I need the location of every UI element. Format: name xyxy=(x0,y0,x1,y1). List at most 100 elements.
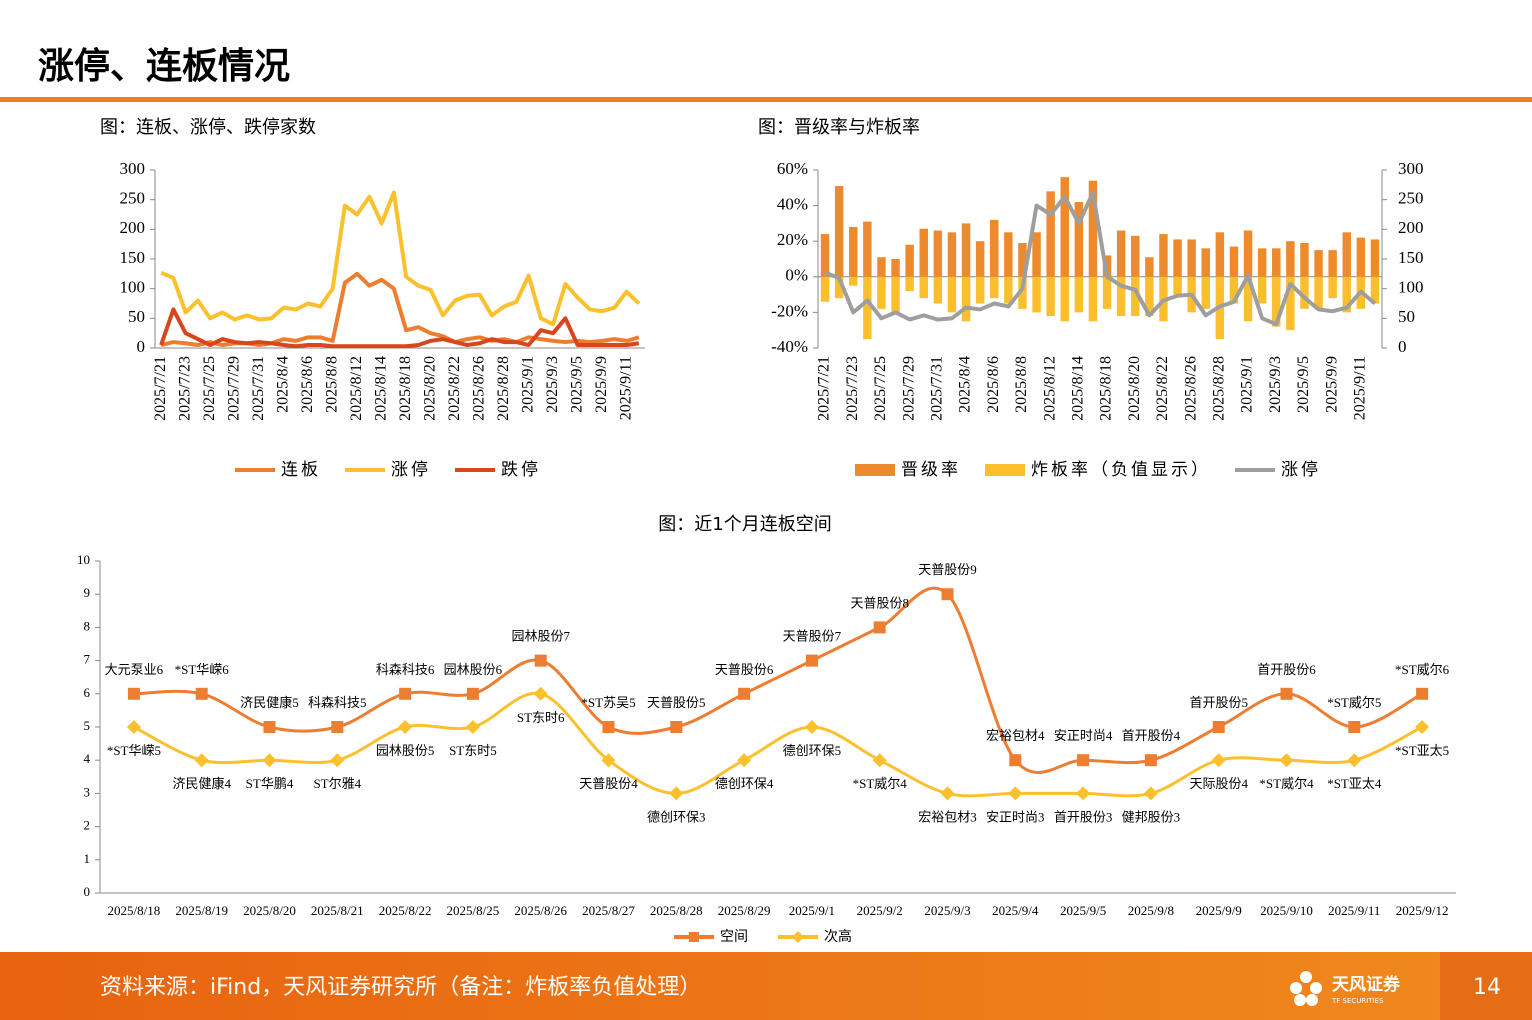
x-tick-label: 2025/7/21 xyxy=(816,356,833,421)
marker xyxy=(126,720,141,734)
data-label: 宏裕包材4 xyxy=(986,728,1045,743)
bar xyxy=(1342,276,1351,313)
bar xyxy=(1018,242,1027,277)
x-tick-label: 2025/8/19 xyxy=(175,903,228,918)
bar xyxy=(1215,232,1225,277)
x-tick-label: 2025/9/9 xyxy=(593,356,610,413)
bar xyxy=(905,276,914,292)
x-tick-label: 2025/7/23 xyxy=(844,356,861,421)
y-tick-label: 100 xyxy=(120,278,146,297)
data-label: 科森科技6 xyxy=(376,662,435,677)
legend-marker xyxy=(792,931,804,943)
bar xyxy=(820,276,830,302)
bar xyxy=(1060,276,1069,322)
x-tick-label: 2025/8/22 xyxy=(379,903,432,918)
bar xyxy=(1187,239,1196,277)
x-tick-label: 2025/8/28 xyxy=(495,356,512,421)
chart-title: 图：近1个月连板空间 xyxy=(658,514,831,535)
source-note: 资料来源：iFind，天风证券研究所（备注：炸板率负值处理） xyxy=(100,975,701,1000)
x-tick-label: 2025/7/31 xyxy=(929,356,946,421)
x-tick-label: 2025/8/4 xyxy=(957,356,974,413)
y-tick-label: 2 xyxy=(84,818,91,833)
bar xyxy=(1173,276,1182,295)
marker xyxy=(804,720,819,734)
x-tick-label: 2025/8/28 xyxy=(650,903,703,918)
bar xyxy=(990,276,999,299)
marker xyxy=(1347,753,1362,768)
bar xyxy=(1088,180,1098,277)
bar xyxy=(1272,276,1281,327)
bar xyxy=(1300,276,1309,309)
x-tick-label: 2025/9/1 xyxy=(789,903,835,918)
bar xyxy=(1060,177,1069,277)
bar xyxy=(1328,250,1337,277)
data-label: ST华鹏4 xyxy=(246,776,294,791)
bar xyxy=(1004,276,1013,304)
bar xyxy=(1229,276,1239,304)
x-tick-label: 2025/8/25 xyxy=(447,903,500,918)
data-label: 科森科技5 xyxy=(308,695,367,710)
bar xyxy=(1088,276,1098,322)
marker xyxy=(1009,754,1022,767)
x-tick-label: 2025/8/8 xyxy=(1013,356,1030,413)
x-tick-label: 2025/8/4 xyxy=(274,356,291,413)
x-tick-label: 2025/8/18 xyxy=(1098,356,1115,421)
data-label: 济民健康4 xyxy=(172,776,231,791)
y2-tick-label: 0 xyxy=(1398,337,1407,356)
bar xyxy=(905,244,914,277)
data-label: 首开股份4 xyxy=(1122,728,1181,743)
x-tick-label: 2025/9/11 xyxy=(1352,356,1369,420)
marker xyxy=(194,753,209,768)
bar xyxy=(1243,276,1253,322)
x-tick-label: 2025/8/29 xyxy=(718,903,771,918)
x-tick-label: 2025/8/21 xyxy=(311,903,364,918)
marker xyxy=(941,588,954,601)
marker xyxy=(1348,721,1361,733)
legend-label: 次高 xyxy=(824,928,852,945)
bar xyxy=(1314,276,1323,309)
y-tick-label: 250 xyxy=(120,189,146,208)
bar xyxy=(1032,232,1041,277)
data-label: 大元泵业6 xyxy=(105,662,164,677)
bar xyxy=(947,232,957,277)
data-label: 天普股份8 xyxy=(850,595,909,610)
y-tick-label: 8 xyxy=(84,618,91,633)
x-tick-label: 2025/9/4 xyxy=(992,903,1039,918)
series-line xyxy=(133,691,1423,798)
marker xyxy=(534,654,547,667)
bar xyxy=(1116,230,1126,277)
x-tick-label: 2025/8/6 xyxy=(299,356,316,413)
bar xyxy=(1370,276,1380,304)
bar xyxy=(1257,248,1267,277)
marker xyxy=(330,753,345,768)
data-label: 德创环保4 xyxy=(715,776,774,791)
data-label: *ST苏吴5 xyxy=(581,695,635,710)
marker xyxy=(533,686,548,701)
x-tick-label: 2025/9/10 xyxy=(1260,903,1313,918)
x-tick-label: 2025/8/18 xyxy=(108,903,161,918)
bar xyxy=(919,276,928,299)
data-label: 德创环保3 xyxy=(647,809,706,824)
data-label: 天普股份7 xyxy=(783,629,842,644)
data-label: ST东时5 xyxy=(449,743,497,758)
x-tick-label: 2025/8/26 xyxy=(1182,356,1199,421)
x-tick-label: 2025/9/5 xyxy=(1295,356,1312,413)
marker xyxy=(601,753,616,768)
legend-label: 涨停 xyxy=(391,460,431,480)
bar xyxy=(1145,257,1154,277)
series-line xyxy=(133,586,1423,774)
y2-tick-label: 250 xyxy=(1398,189,1424,208)
bar xyxy=(1131,235,1140,277)
y-tick-label: 50 xyxy=(128,307,145,326)
bar xyxy=(919,228,928,277)
x-tick-label: 2025/9/3 xyxy=(924,903,970,918)
series-line xyxy=(159,307,640,349)
bar xyxy=(933,276,943,304)
bar xyxy=(1116,276,1126,316)
data-label: 天普股份9 xyxy=(918,562,977,577)
x-tick-label: 2025/8/14 xyxy=(372,356,389,421)
marker xyxy=(399,687,412,700)
data-label: 园林股份7 xyxy=(511,629,570,644)
bar xyxy=(1145,276,1154,316)
marker xyxy=(1008,786,1023,801)
